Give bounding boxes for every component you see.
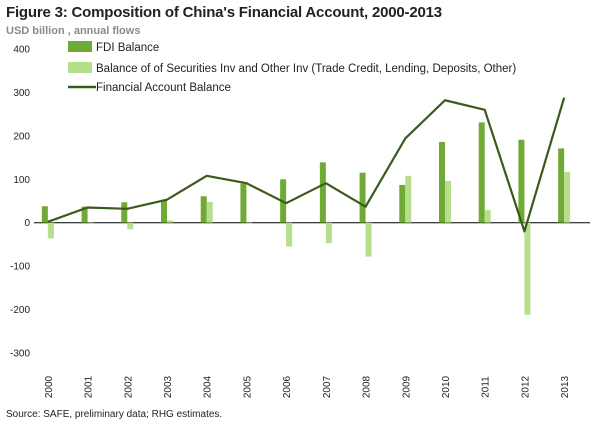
legend: FDI Balance Balance of of Securities Inv … [68, 41, 516, 94]
fdi-bar [359, 172, 366, 223]
x-tick-label: 2000 [44, 375, 55, 398]
fdi-bar [319, 162, 326, 223]
securities-bar [127, 222, 134, 230]
x-tick-label: 2006 [282, 375, 293, 398]
fdi-bar [518, 139, 525, 223]
securities-bar [206, 201, 213, 223]
securities-bar [445, 181, 451, 223]
source-note: Source: SAFE, preliminary data; RHG esti… [6, 409, 223, 420]
fdi-bar [41, 206, 48, 223]
securities-bar [87, 222, 94, 225]
x-tick-label: 2001 [84, 375, 95, 398]
x-tick-label: 2002 [123, 375, 134, 398]
securities-bar [365, 222, 372, 257]
balance-line-group [47, 97, 566, 233]
y-tick-label: -100 [10, 262, 30, 273]
x-tick-label: 2011 [481, 376, 492, 398]
x-tick-label: 2007 [322, 375, 333, 398]
legend-swatch [68, 62, 92, 73]
securities-bar [246, 222, 253, 224]
fdi-bar [478, 122, 485, 223]
fdi-bar [240, 183, 247, 223]
legend-label: FDI Balance [96, 42, 159, 54]
bars [41, 122, 571, 315]
x-tick-label: 2008 [362, 375, 373, 398]
y-tick-label: 100 [13, 175, 30, 186]
securities-bar [484, 210, 491, 223]
x-tick-label: 2013 [560, 375, 571, 398]
securities-bar [325, 222, 332, 244]
fdi-bar [121, 202, 128, 223]
y-tick-label: -200 [10, 305, 30, 316]
x-tick-label: 2010 [441, 375, 452, 398]
securities-bar [47, 222, 54, 239]
securities-bar [286, 222, 293, 247]
x-tick-label: 2009 [401, 375, 412, 398]
securities-bar [524, 222, 531, 315]
y-tick-label: 300 [13, 88, 30, 99]
fdi-bar [558, 148, 565, 223]
x-tick-label: 2004 [203, 375, 214, 398]
legend-label: Balance of of Securities Inv and Other I… [96, 63, 516, 75]
y-tick-label: 0 [24, 218, 30, 229]
fdi-bar [439, 141, 445, 223]
y-tick-label: 400 [13, 45, 30, 56]
chart-title: Figure 3: Composition of China's Financi… [6, 4, 442, 21]
x-tick-label: 2005 [242, 375, 253, 398]
axes: -300 -200 -100 0 100 200 300 400 2000 2001 2002 200… [10, 45, 590, 398]
securities-bar [564, 171, 571, 223]
securities-bar [167, 220, 173, 223]
y-tick-label: -300 [10, 349, 30, 360]
legend-swatch [68, 41, 92, 52]
securities-bar [405, 175, 412, 223]
legend-label: Financial Account Balance [96, 82, 231, 94]
fdi-bar [161, 199, 167, 223]
fdi-bar [200, 196, 207, 223]
fdi-bar [399, 184, 406, 223]
x-tick-label: 2003 [163, 375, 174, 398]
x-tick-label: 2012 [520, 375, 531, 398]
balance-line [47, 97, 566, 233]
fdi-bar [81, 206, 88, 223]
y-tick-label: 200 [13, 131, 30, 142]
chart-subtitle: USD billion , annual flows [6, 25, 141, 37]
